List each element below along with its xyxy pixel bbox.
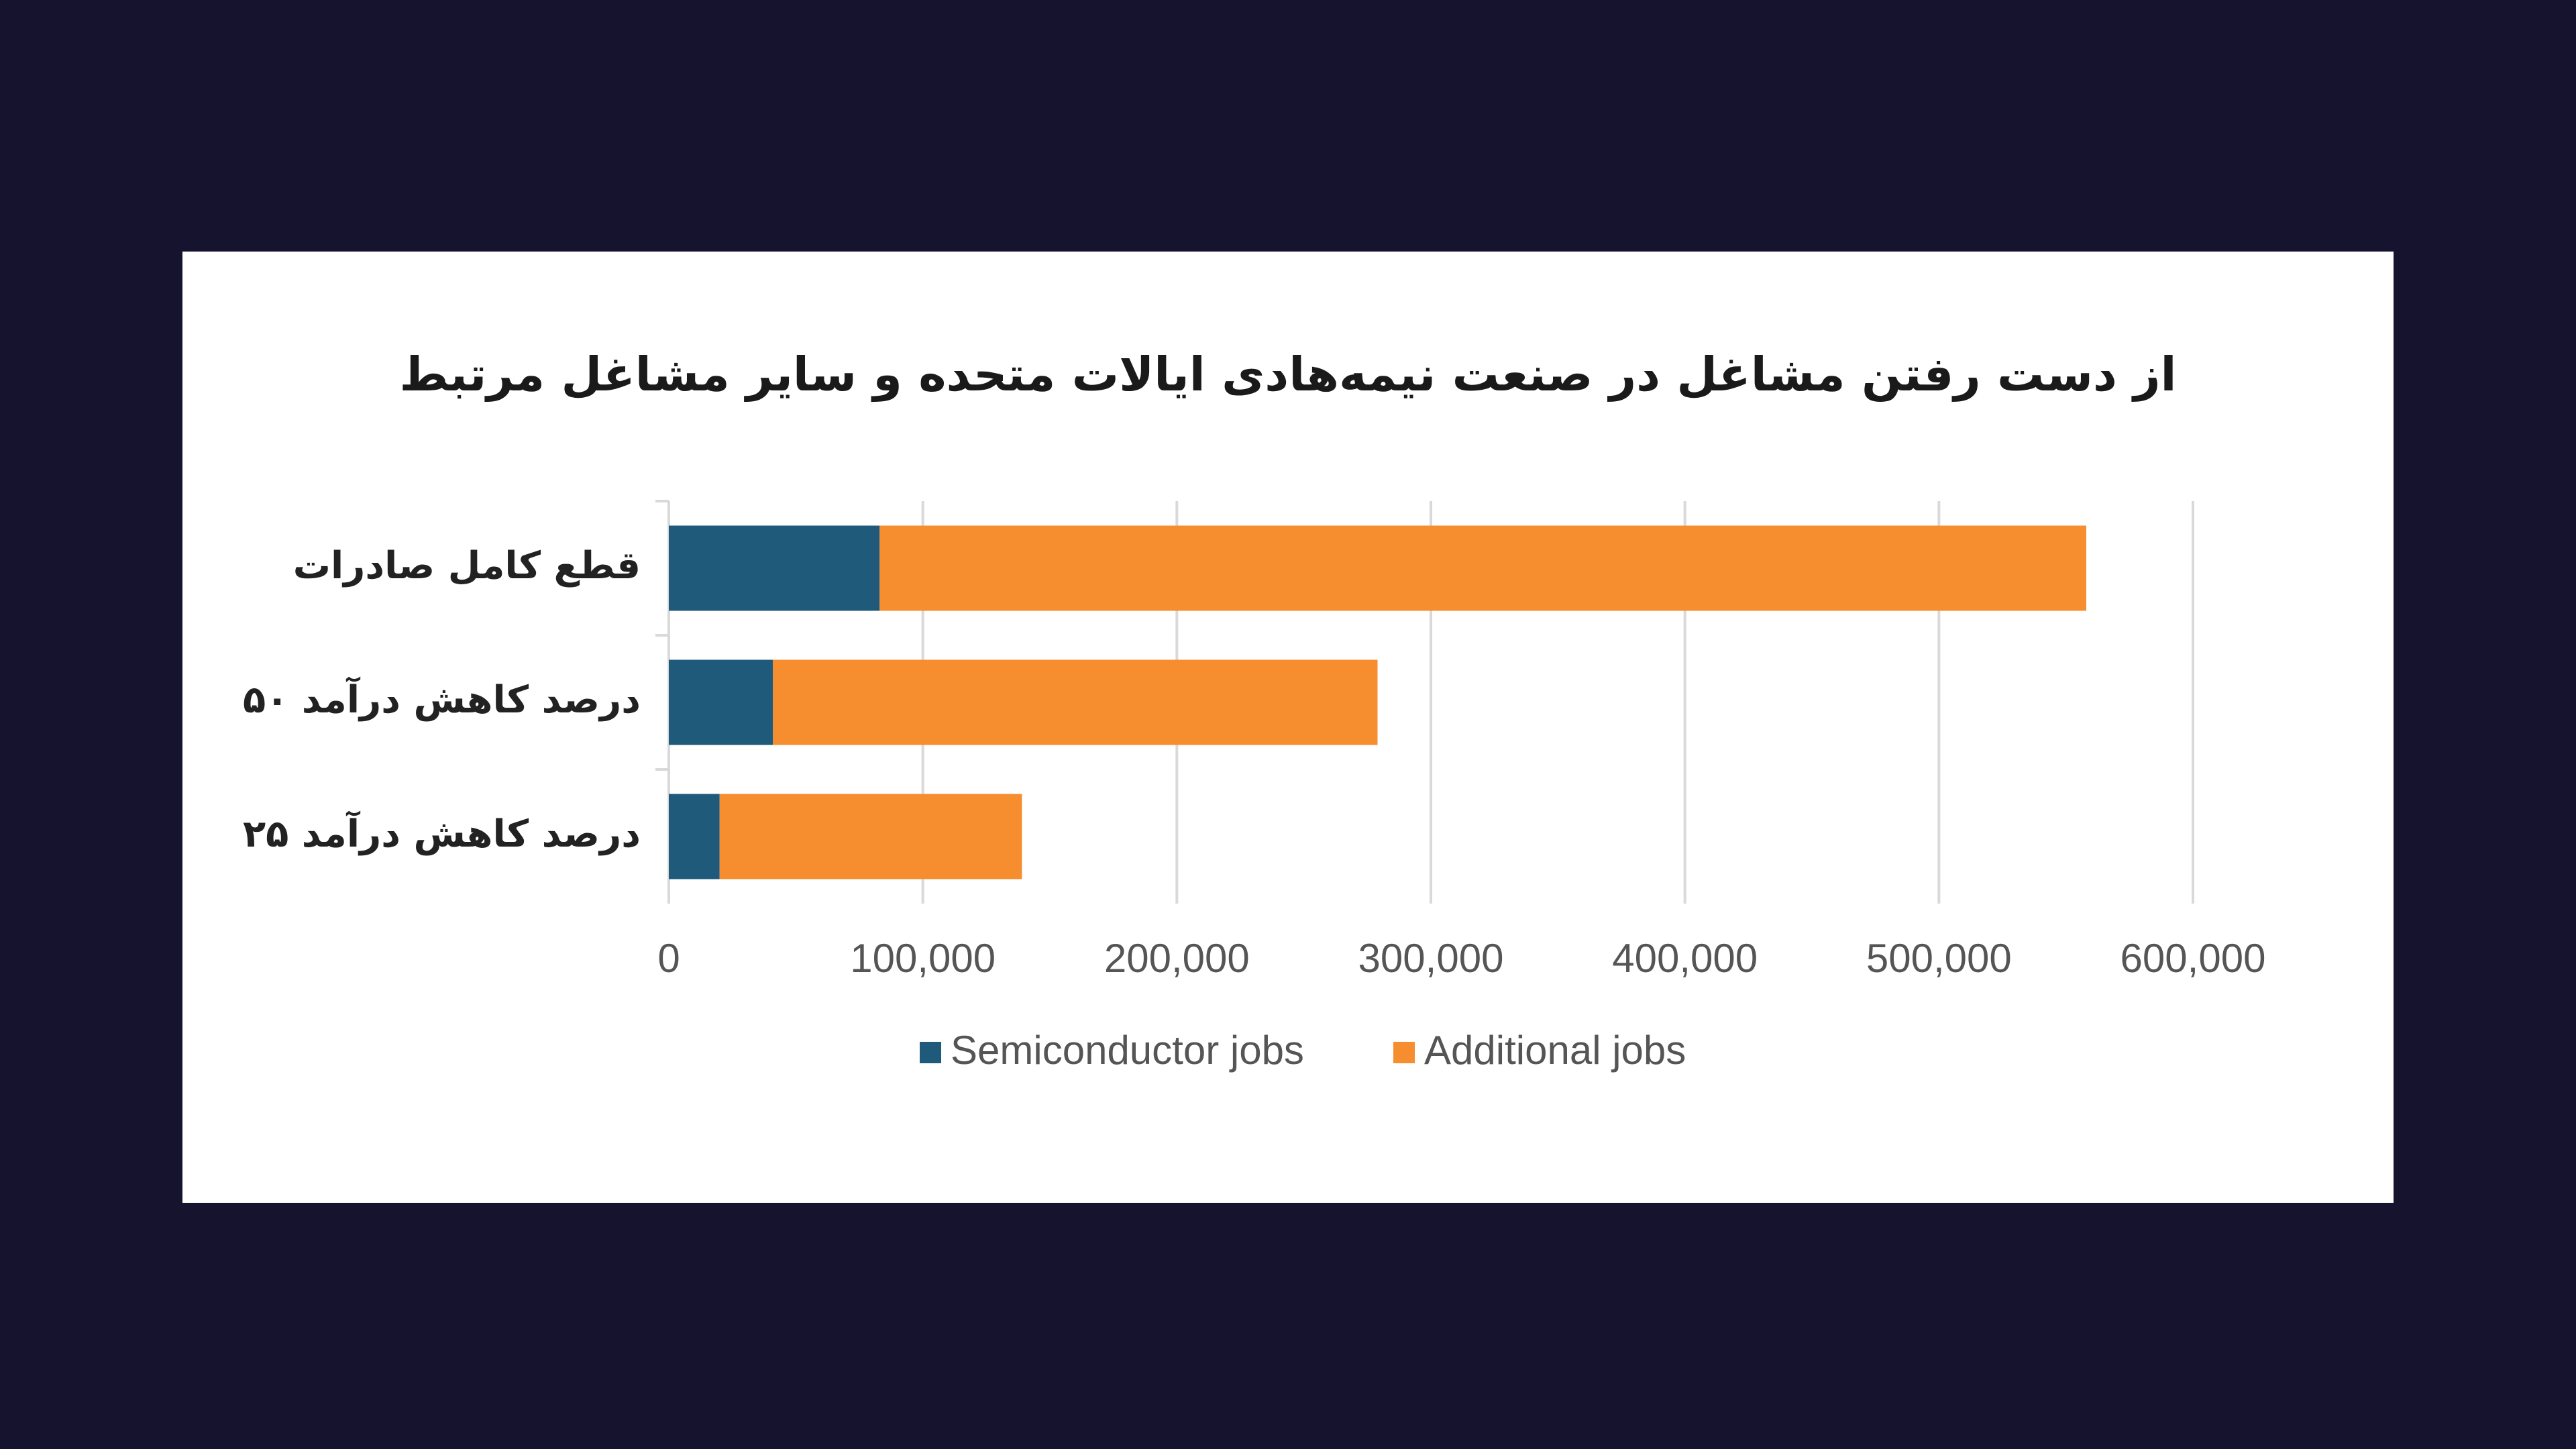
bar-segment [669, 659, 773, 745]
x-tick-label: 300,000 [1358, 936, 1504, 981]
x-tick-label: 600,000 [2121, 936, 2266, 981]
bar-segment [669, 794, 720, 879]
legend-label: Additional jobs [1424, 1028, 1686, 1073]
x-tick-label: 500,000 [1866, 936, 2012, 981]
bar-segment [773, 659, 1378, 745]
legend-swatch [1393, 1042, 1415, 1063]
bar-segment [879, 525, 2086, 611]
x-tick-label: 0 [657, 936, 680, 981]
chart-title: از دست رفتن مشاغل در صنعت نیمه‌هادی ایال… [399, 347, 2176, 402]
legend-swatch [920, 1042, 941, 1063]
x-tick-label: 200,000 [1104, 936, 1250, 981]
y-tick-label: ۲۵ درصد کاهش درآمد [243, 810, 641, 856]
bar-segment [719, 794, 1022, 879]
x-tick-label: 400,000 [1612, 936, 1758, 981]
x-tick-label: 100,000 [850, 936, 996, 981]
y-tick-label: ۵۰ درصد کاهش درآمد [243, 676, 641, 722]
bar-segment [669, 525, 880, 611]
legend-label: Semiconductor jobs [951, 1028, 1304, 1073]
y-tick-label: قطع کامل صادرات [293, 544, 641, 588]
